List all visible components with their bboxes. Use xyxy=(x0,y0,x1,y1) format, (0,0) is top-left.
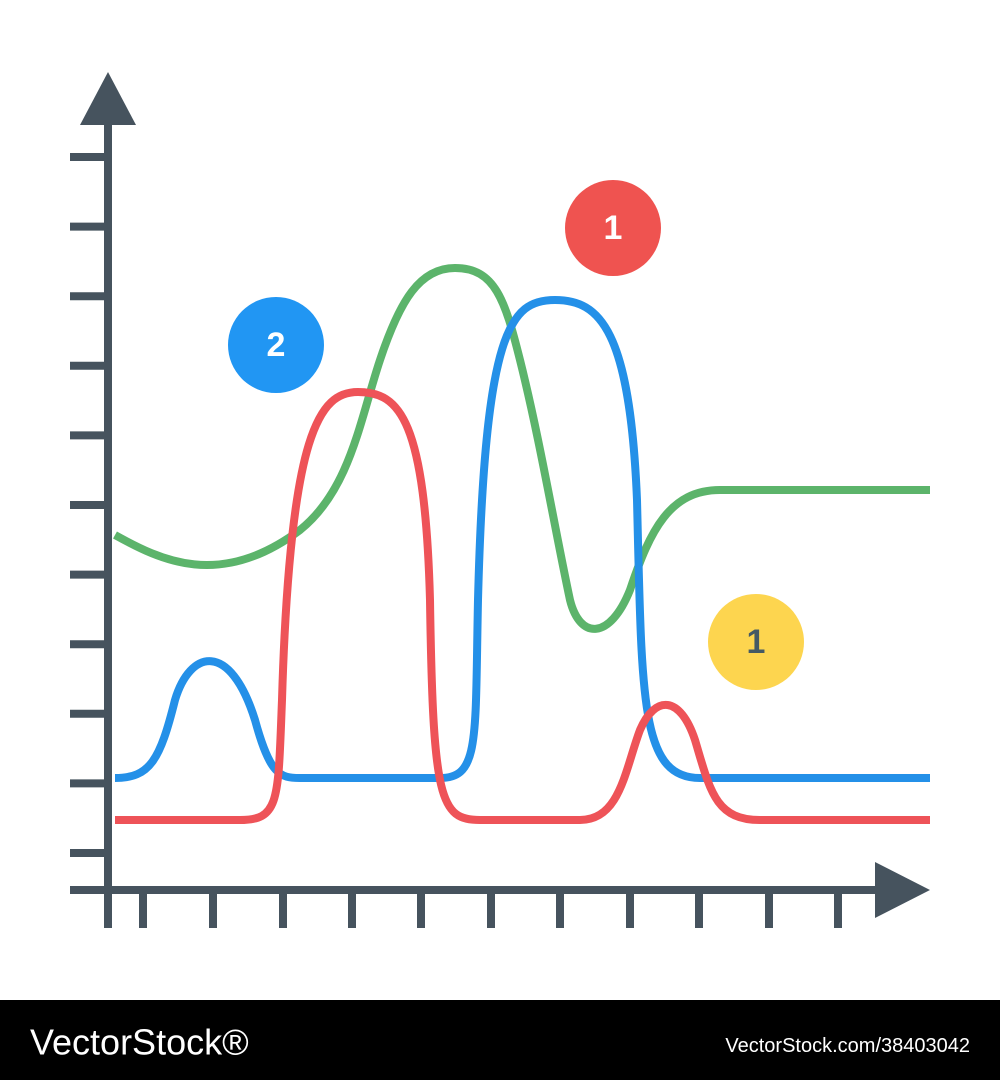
green-curve xyxy=(113,264,930,633)
x-ticks xyxy=(104,890,842,928)
x-arrow xyxy=(875,862,930,918)
y-ticks xyxy=(70,153,108,857)
badge xyxy=(708,594,804,690)
red-curve xyxy=(115,388,930,824)
badge xyxy=(228,297,324,393)
badge-label: 1 xyxy=(747,623,766,661)
footer-bar xyxy=(0,1000,1000,1080)
footer-reference: VectorStock.com/38403042 xyxy=(725,1035,970,1057)
blue-curve xyxy=(114,296,930,782)
background xyxy=(0,0,1000,1000)
axes xyxy=(70,72,930,928)
badge xyxy=(565,180,661,276)
badge-label: 1 xyxy=(604,209,623,247)
y-arrow xyxy=(80,72,136,125)
footer-brand: VectorStock® xyxy=(30,1022,249,1063)
badge-label: 2 xyxy=(267,326,286,364)
